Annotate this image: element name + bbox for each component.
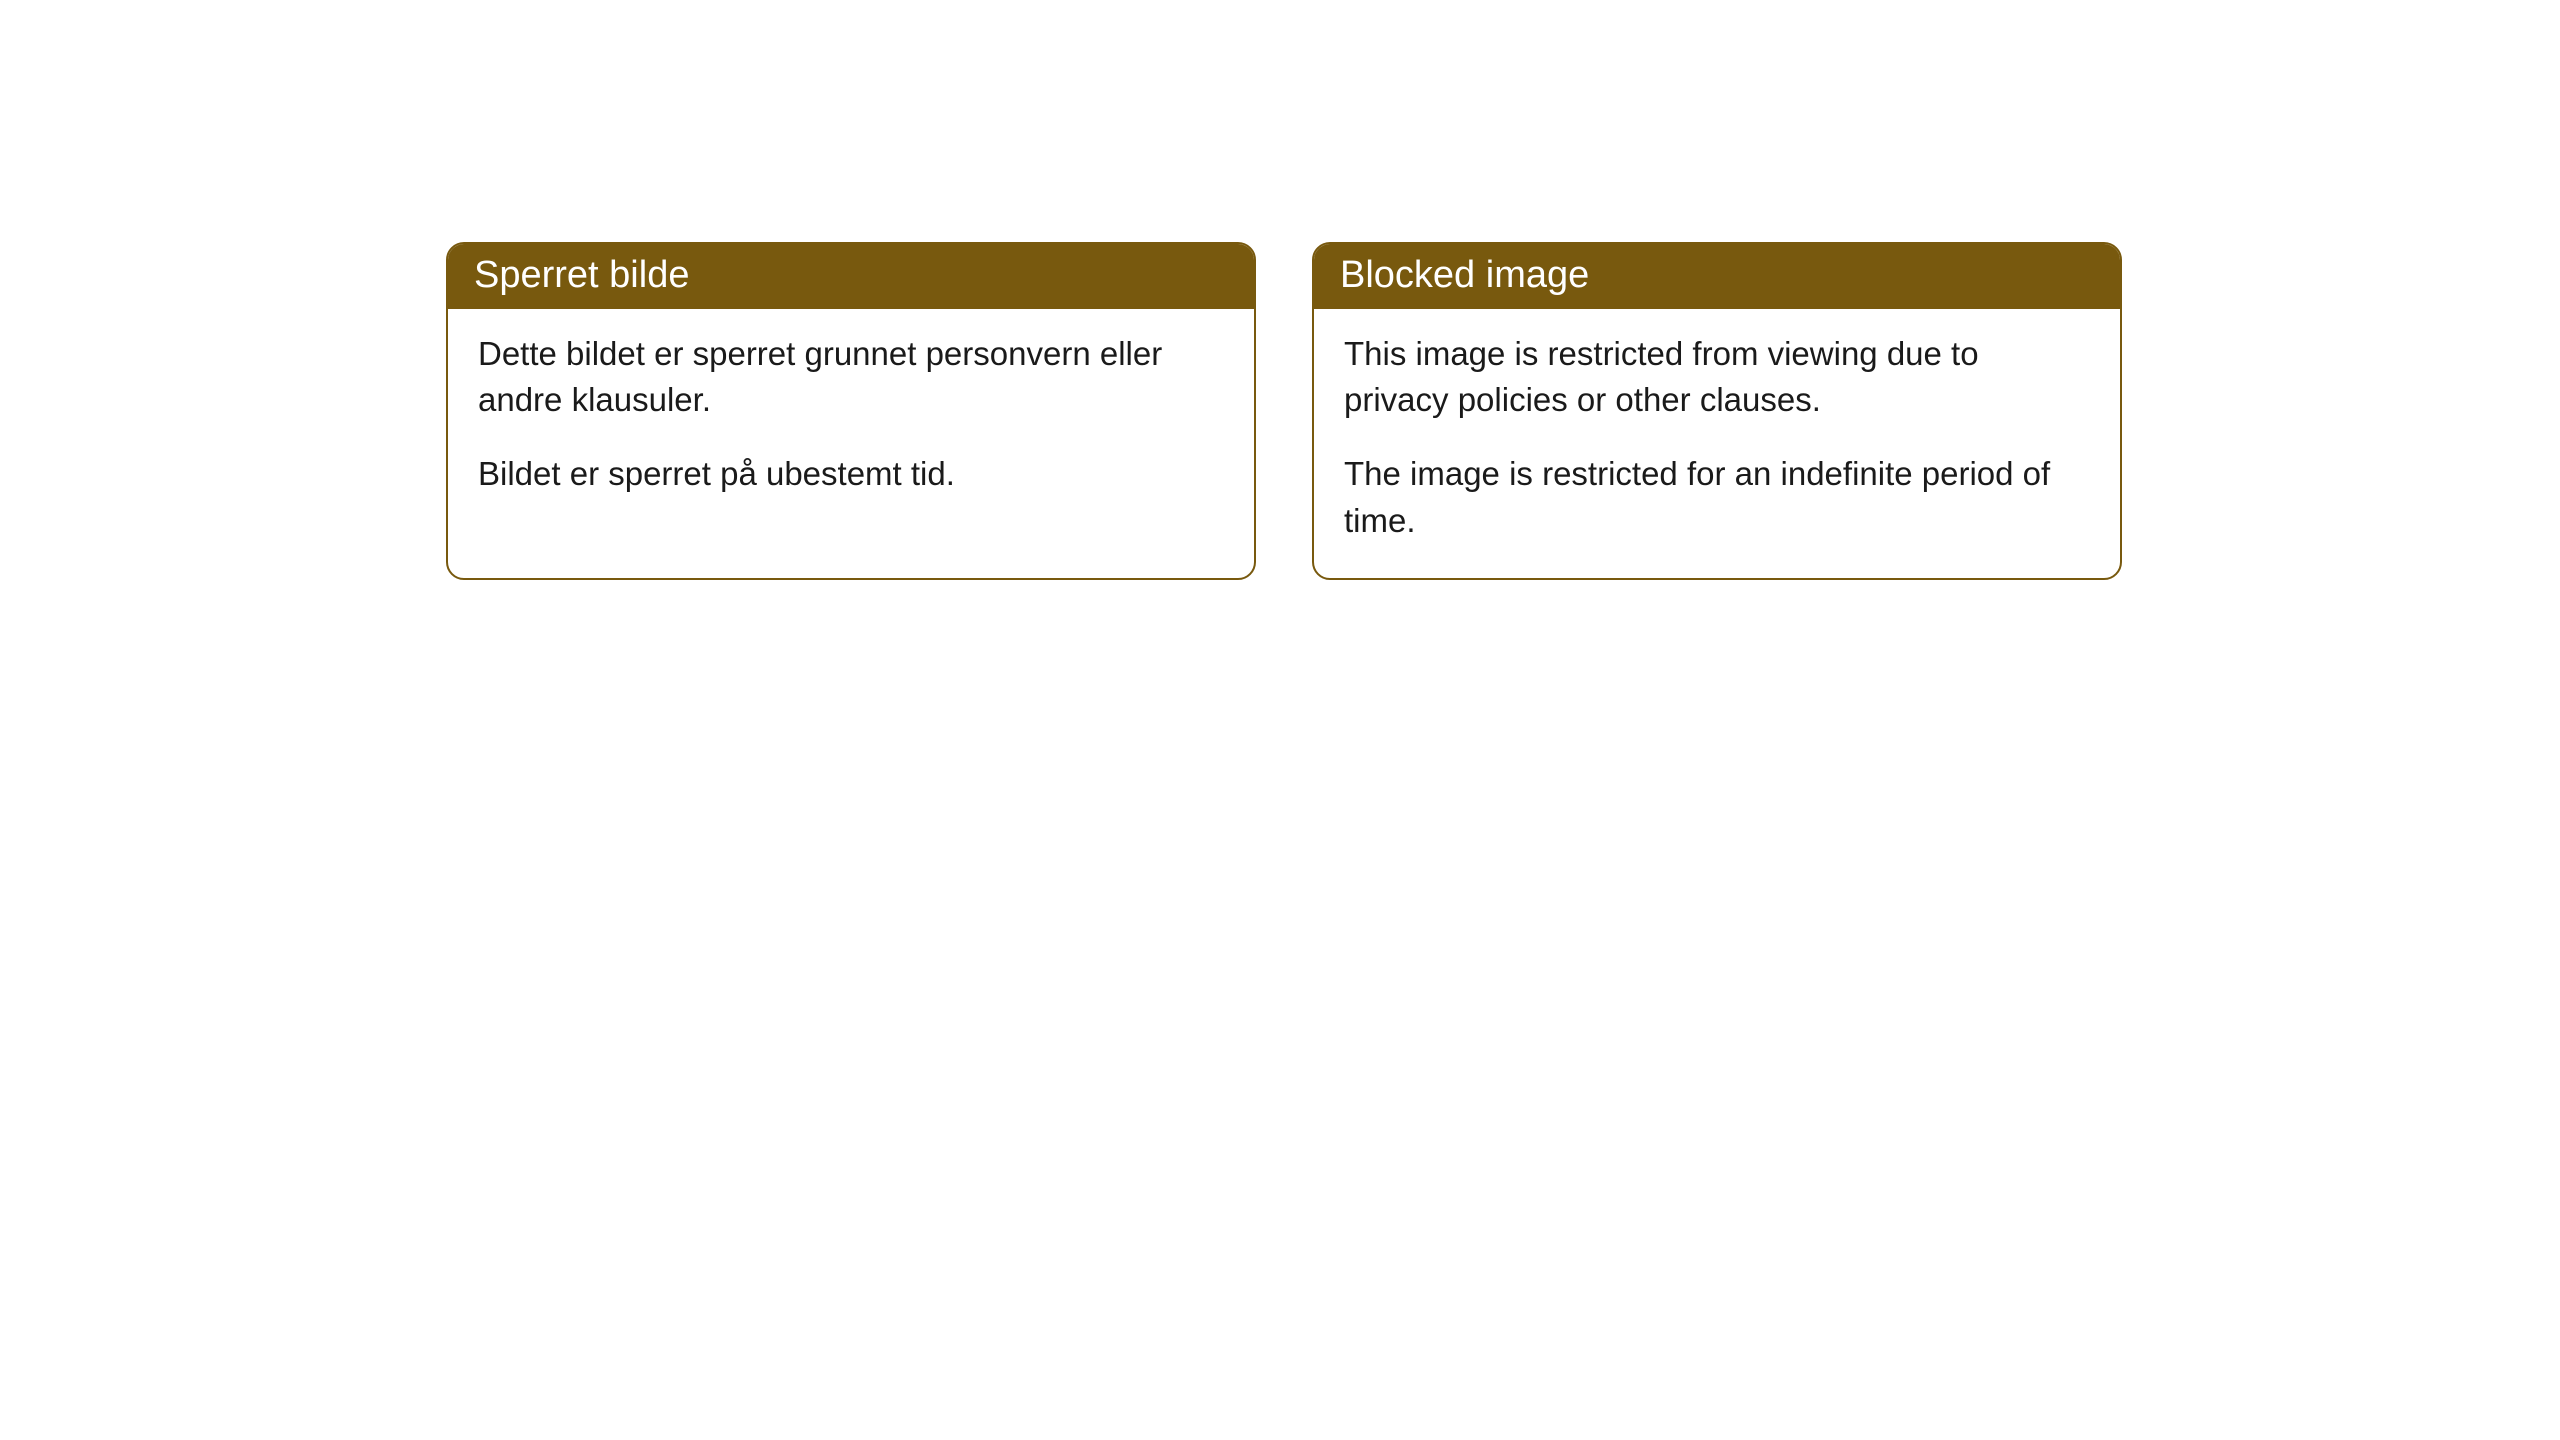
card-title: Blocked image — [1340, 254, 1589, 296]
card-paragraph: Dette bildet er sperret grunnet personve… — [478, 331, 1224, 423]
card-title: Sperret bilde — [474, 254, 689, 296]
card-paragraph: The image is restricted for an indefinit… — [1344, 451, 2090, 543]
notice-cards-container: Sperret bilde Dette bildet er sperret gr… — [0, 0, 2560, 580]
notice-card-english: Blocked image This image is restricted f… — [1312, 242, 2122, 580]
card-paragraph: Bildet er sperret på ubestemt tid. — [478, 451, 1224, 497]
card-body: This image is restricted from viewing du… — [1314, 309, 2120, 578]
card-header: Blocked image — [1314, 244, 2120, 309]
card-paragraph: This image is restricted from viewing du… — [1344, 331, 2090, 423]
card-header: Sperret bilde — [448, 244, 1254, 309]
notice-card-norwegian: Sperret bilde Dette bildet er sperret gr… — [446, 242, 1256, 580]
card-body: Dette bildet er sperret grunnet personve… — [448, 309, 1254, 532]
